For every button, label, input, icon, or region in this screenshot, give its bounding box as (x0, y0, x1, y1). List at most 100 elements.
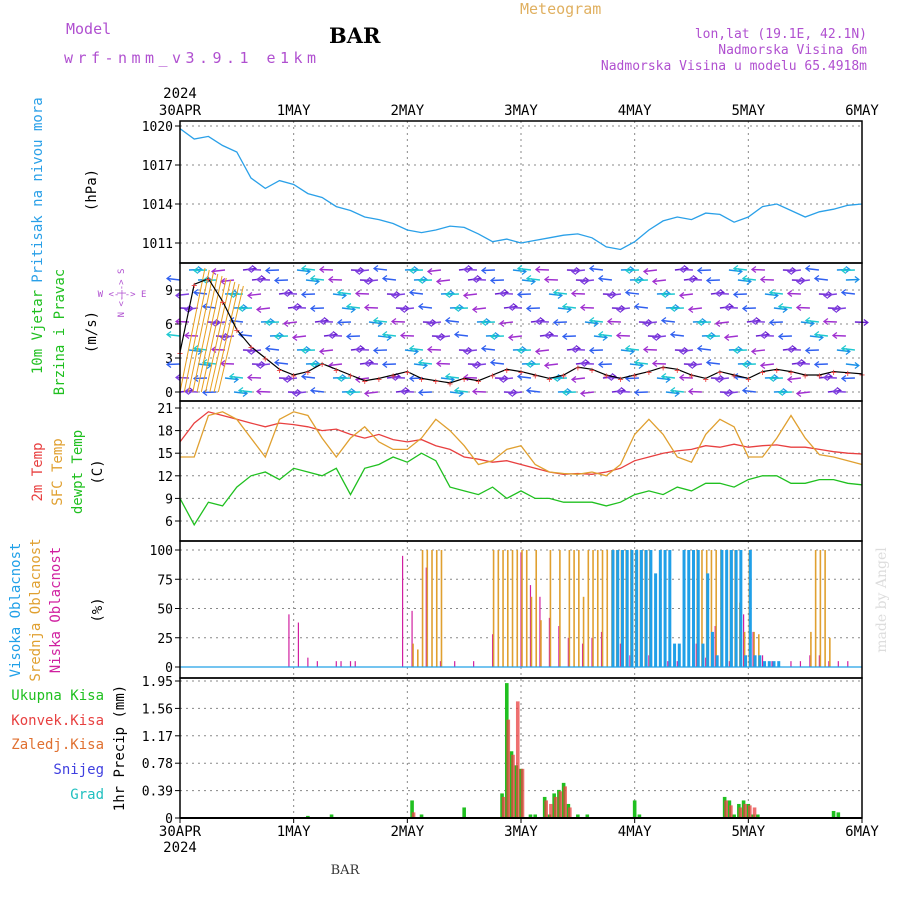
wind-arrow (598, 363, 612, 366)
wind-arrowhead (624, 289, 631, 296)
wind-arrowhead (723, 334, 730, 341)
wind-arrow (319, 268, 334, 271)
wind-arrow (809, 335, 823, 339)
wind-arrowhead (552, 289, 559, 296)
wind-arrowhead (525, 361, 532, 368)
wind-arrow (310, 277, 325, 281)
wind-arrow (787, 269, 801, 273)
wind-arrow (355, 292, 369, 295)
wind-arrowhead (696, 267, 703, 274)
total-precip-bar (329, 814, 334, 818)
wind-arrow (526, 277, 541, 281)
wind-arrow (373, 349, 387, 352)
wind-arrowhead (210, 268, 217, 275)
wind-arrow (274, 279, 289, 282)
wind-arrowhead (579, 304, 586, 311)
wind-arrow (364, 391, 379, 395)
wind-arrowhead (462, 348, 469, 355)
wind-arrowhead (408, 345, 415, 352)
wind-arrow (841, 377, 855, 380)
wind-arrow (832, 390, 846, 393)
wind-arrowhead (795, 304, 802, 311)
wind-arrowhead (512, 303, 518, 310)
wind-gust-marker: + (291, 371, 297, 382)
wind-arrowhead (683, 265, 689, 272)
wind-arrow (593, 335, 608, 339)
wind-arrow (589, 349, 603, 352)
wind-arrow (341, 307, 356, 311)
wind-arrow (328, 278, 343, 281)
wind-arrowhead (507, 304, 514, 311)
wind-arrow (301, 293, 316, 296)
wind-arrow (760, 363, 774, 367)
wind-arrowhead (462, 266, 469, 273)
precip-unit: 1hr Precip (mm) (112, 685, 128, 811)
wind-gust-marker: + (561, 371, 567, 382)
wind-arrow (184, 307, 199, 311)
wind-gust-marker: + (617, 374, 623, 385)
wind-arrowhead (633, 389, 640, 396)
wind-arrowhead (291, 390, 298, 397)
y-tick-label: 9 (165, 284, 173, 299)
wind-arrow (213, 283, 240, 393)
total-precip-bar (637, 814, 642, 818)
y-tick-label: 15 (157, 447, 173, 462)
wind-arrow (427, 321, 442, 325)
wind-arrowhead (642, 268, 649, 275)
conv-precip-bar (568, 807, 572, 818)
wind-arrow (274, 361, 289, 365)
wind-arrowhead (651, 334, 658, 341)
wind-arrowhead (363, 304, 370, 311)
wind-arrowhead (363, 278, 370, 285)
wind-arrow (769, 377, 783, 380)
wind-arrow (814, 363, 828, 366)
wind-arrowhead (273, 333, 280, 340)
wind-arrowhead (813, 361, 820, 368)
wind-arrowhead (651, 278, 658, 285)
conv-precip-bar (553, 796, 558, 818)
y-tick-label: 0.78 (142, 757, 173, 772)
wind-arrow (737, 279, 751, 283)
wind-arrow (688, 390, 702, 393)
wind-arrowhead (561, 303, 568, 310)
wind-arrowhead (507, 390, 514, 397)
wind-arrowhead (183, 388, 190, 395)
wind-arrow (256, 307, 271, 311)
wind-arrow (796, 306, 810, 309)
wind-arrowhead (732, 291, 739, 298)
wind-arrow (715, 321, 729, 325)
station-title: BAR (329, 23, 381, 48)
wind-arrowhead (282, 376, 289, 383)
wind-arrowhead (327, 276, 334, 283)
total-precip-bar (756, 814, 760, 818)
wind-arrow (697, 321, 711, 324)
wind-arrow (400, 307, 415, 311)
y-tick-label: 12 (157, 470, 173, 485)
wind-arrow (192, 273, 219, 393)
bottom-axis-labels: 30APR 1MAY 2MAY 3MAY 4MAY 5MAY 6MAY (159, 824, 880, 840)
wind-arrow (823, 376, 837, 379)
wind-arrowhead (633, 277, 640, 284)
y-tick-label: 9 (165, 492, 173, 507)
wind-arrowhead (588, 265, 595, 272)
wind-arrowhead (570, 346, 577, 353)
wind-arrow (346, 391, 360, 394)
wind-arrow (400, 334, 414, 337)
wind-gust-marker: + (461, 374, 467, 385)
wind-arrow (733, 349, 747, 352)
wind-arrowhead (759, 332, 766, 339)
conv-precip-bar (520, 768, 525, 818)
y-tick-label: 1020 (142, 120, 173, 135)
total-precip-bar (528, 814, 533, 818)
wind-arrow (328, 363, 343, 367)
wind-arrow (643, 321, 658, 325)
wind-ylabel-sub: Brzina i Pravac (52, 269, 68, 395)
wind-arrow (305, 279, 320, 283)
wind-arrow (832, 307, 846, 311)
wind-arrowhead (831, 388, 838, 395)
wind-arrowhead (642, 346, 649, 353)
wind-arrowhead (309, 387, 316, 394)
wind-gust-marker: + (319, 360, 325, 371)
wind-arrowhead (678, 266, 685, 273)
wind-arrow (499, 292, 513, 295)
